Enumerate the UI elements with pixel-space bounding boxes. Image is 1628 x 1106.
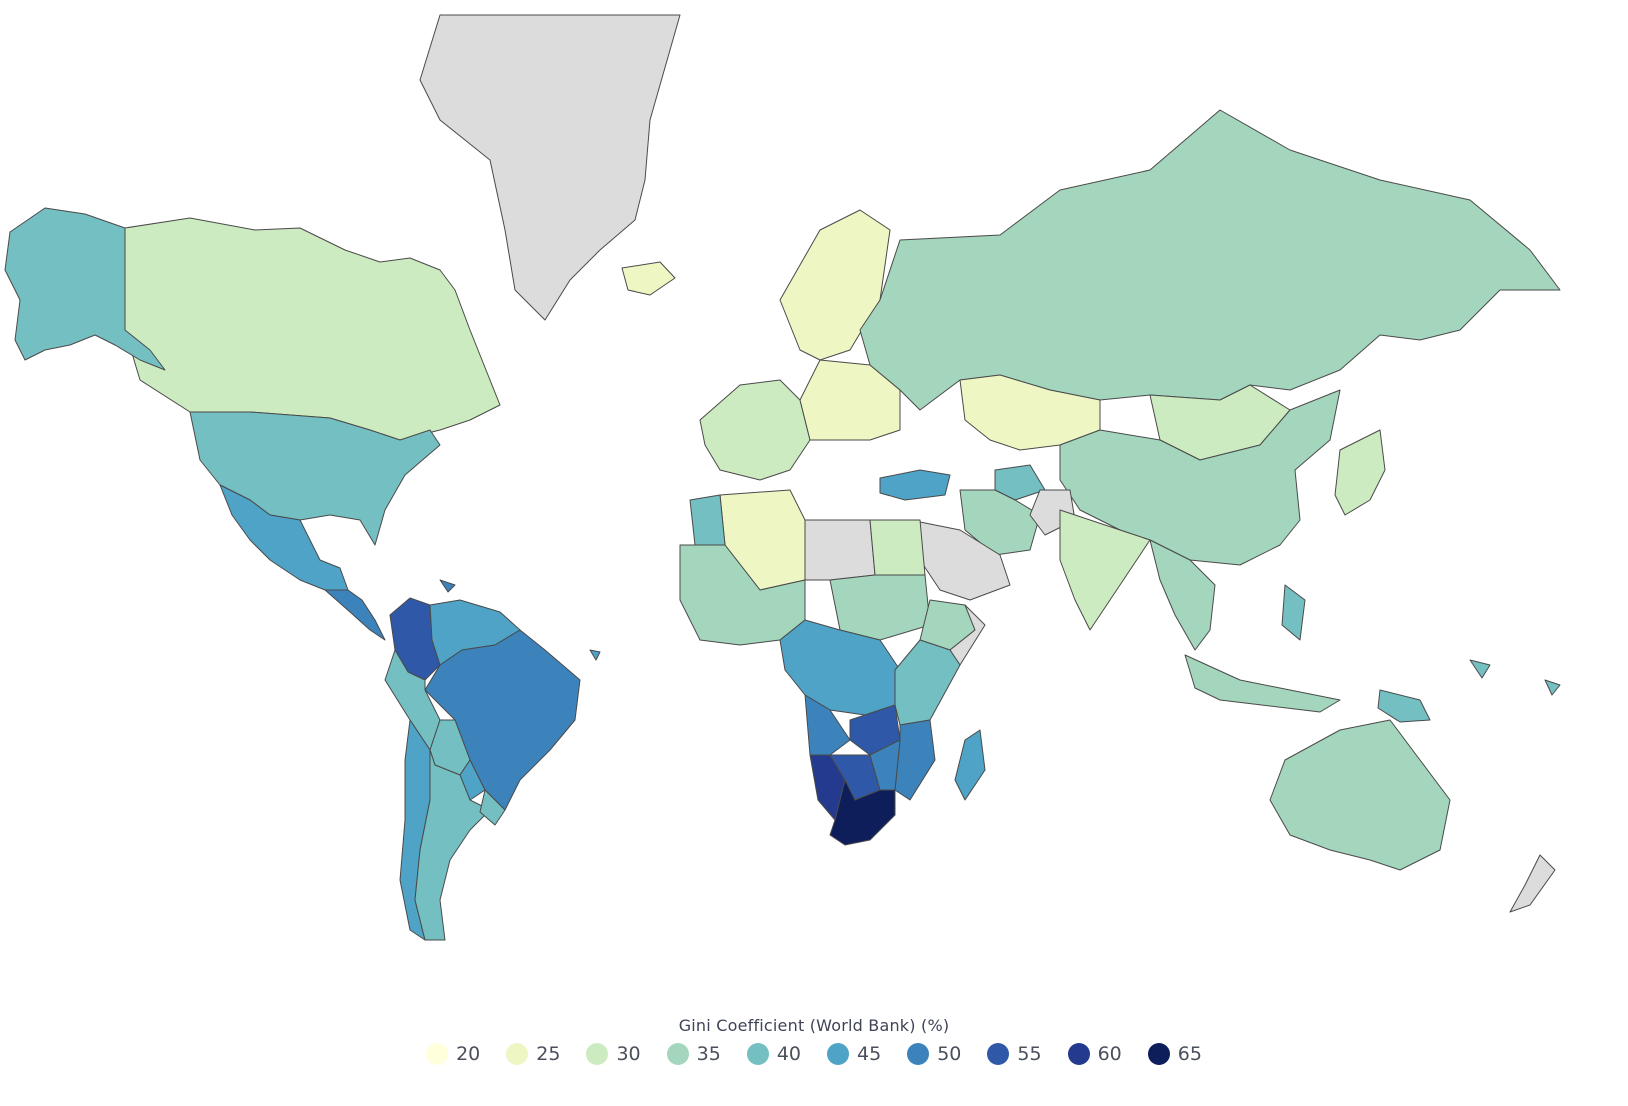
region-mozambique[interactable] xyxy=(894,719,936,801)
region-iran[interactable] xyxy=(959,489,1041,556)
region-egypt[interactable] xyxy=(869,519,926,576)
legend-label: 25 xyxy=(536,1043,561,1065)
region-uruguay[interactable] xyxy=(479,789,506,826)
legend-items: 20 25 30 35 40 45 50 55 60 65 xyxy=(0,1043,1628,1065)
region-morocco[interactable] xyxy=(689,494,726,546)
legend-item[interactable]: 50 xyxy=(907,1043,961,1065)
region-sudan[interactable] xyxy=(829,574,931,641)
region-india[interactable] xyxy=(1059,509,1151,631)
region-south-africa[interactable] xyxy=(829,779,896,846)
region-southeast-asia[interactable] xyxy=(1149,539,1216,651)
legend: Gini Coefficient (World Bank) (%) 20 25 30… xyxy=(0,1016,1628,1065)
region-canada[interactable] xyxy=(124,217,501,441)
legend-label: 40 xyxy=(776,1043,801,1065)
legend-item[interactable]: 20 xyxy=(426,1043,480,1065)
legend-label: 50 xyxy=(937,1043,962,1065)
legend-item[interactable]: 45 xyxy=(827,1043,881,1065)
region-japan[interactable] xyxy=(1334,429,1386,516)
region-indonesia[interactable] xyxy=(1184,654,1341,713)
legend-label: 30 xyxy=(616,1043,641,1065)
region-iceland[interactable] xyxy=(621,261,676,296)
legend-label: 20 xyxy=(456,1043,481,1065)
island[interactable] xyxy=(1469,659,1491,679)
region-angola[interactable] xyxy=(804,694,851,756)
region-alaska[interactable] xyxy=(4,207,166,371)
legend-item[interactable]: 60 xyxy=(1067,1043,1122,1065)
legend-label: 65 xyxy=(1177,1043,1202,1065)
legend-swatch xyxy=(426,1043,449,1065)
region-greenland[interactable] xyxy=(419,14,681,321)
legend-label: 35 xyxy=(696,1043,721,1065)
region-russia[interactable] xyxy=(859,109,1561,411)
legend-swatch xyxy=(746,1043,769,1065)
region-papua-new-guinea[interactable] xyxy=(1377,689,1431,723)
legend-swatch xyxy=(506,1043,529,1065)
legend-swatch xyxy=(987,1043,1010,1065)
region-australia[interactable] xyxy=(1269,719,1451,871)
island[interactable] xyxy=(439,579,456,593)
legend-item[interactable]: 40 xyxy=(746,1043,801,1065)
legend-swatch xyxy=(666,1043,689,1065)
world-map xyxy=(4,14,1561,941)
legend-title: Gini Coefficient (World Bank) (%) xyxy=(678,1016,950,1035)
region-libya[interactable] xyxy=(804,519,876,581)
legend-swatch xyxy=(907,1043,930,1065)
region-eastern-europe[interactable] xyxy=(799,359,901,441)
legend-item[interactable]: 55 xyxy=(987,1043,1042,1065)
legend-item[interactable]: 30 xyxy=(586,1043,641,1065)
region-philippines[interactable] xyxy=(1281,584,1306,641)
region-central-america[interactable] xyxy=(324,589,386,641)
region-turkey[interactable] xyxy=(879,469,951,501)
legend-swatch xyxy=(827,1043,849,1065)
island[interactable] xyxy=(589,649,601,661)
legend-label: 45 xyxy=(857,1043,882,1065)
region-western-europe[interactable] xyxy=(699,379,811,481)
legend-item[interactable]: 35 xyxy=(666,1043,721,1065)
region-mexico[interactable] xyxy=(219,484,349,591)
choropleth-map xyxy=(4,14,1561,941)
legend-item[interactable]: 65 xyxy=(1147,1043,1202,1065)
legend-swatch xyxy=(586,1043,609,1065)
region-turkmenistan[interactable] xyxy=(994,464,1046,501)
region-argentina[interactable] xyxy=(414,749,491,941)
region-new-zealand[interactable] xyxy=(1509,854,1556,913)
legend-label: 60 xyxy=(1097,1043,1122,1065)
legend-label: 55 xyxy=(1017,1043,1042,1065)
legend-swatch xyxy=(1067,1043,1090,1065)
legend-item[interactable]: 25 xyxy=(506,1043,560,1065)
region-madagascar[interactable] xyxy=(954,729,986,801)
island[interactable] xyxy=(1544,679,1561,696)
legend-swatch xyxy=(1147,1043,1170,1065)
region-china[interactable] xyxy=(1059,389,1341,566)
region-kenya-tanzania[interactable] xyxy=(894,639,961,726)
